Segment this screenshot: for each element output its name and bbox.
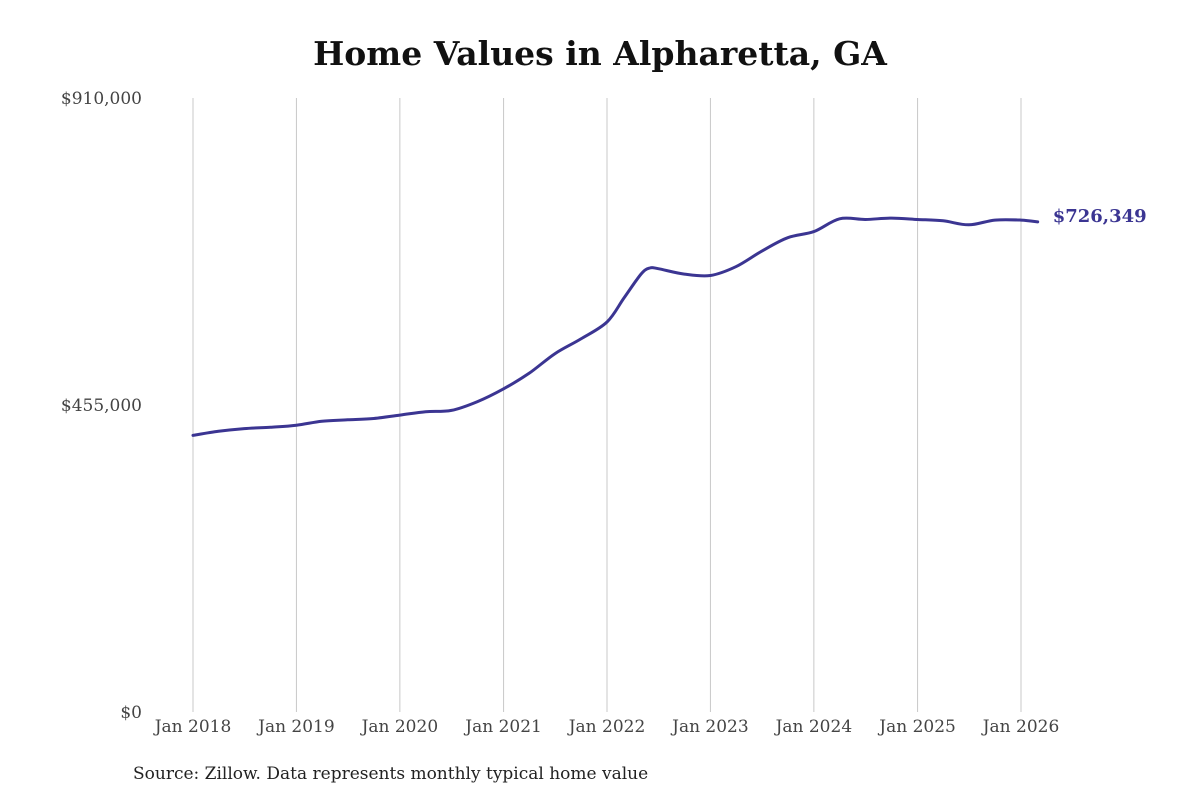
x-tick-label: Jan 2023	[670, 717, 749, 737]
x-tick-label: Jan 2024	[774, 717, 853, 737]
x-tick-label: Jan 2025	[877, 717, 956, 737]
y-tick-label: $455,000	[61, 396, 142, 416]
y-tick-label: $910,000	[61, 89, 142, 109]
x-tick-label: Jan 2018	[153, 717, 232, 737]
y-tick-labels: $0 $455,000 $910,000	[61, 89, 142, 723]
x-tick-label: Jan 2021	[463, 717, 542, 737]
x-tick-labels: Jan 2018 Jan 2019 Jan 2020 Jan 2021 Jan 2022…	[153, 717, 1060, 737]
x-tick-label: Jan 2026	[981, 717, 1060, 737]
x-tick-label: Jan 2019	[256, 717, 335, 737]
chart-title: Home Values in Alpharetta, GA	[313, 34, 887, 73]
series-layer: $726,349	[191, 206, 1147, 437]
x-tick-label: Jan 2022	[567, 717, 646, 737]
source-note: Source: Zillow. Data represents monthly …	[133, 764, 649, 784]
y-tick-label: $0	[120, 703, 142, 723]
home-values-chart: $0$455,000$910,000 Jan 2018 Jan 2019 Jan 2…	[61, 89, 1147, 737]
series-line	[191, 216, 1040, 437]
x-gridlines	[192, 98, 1022, 712]
x-tick-label: Jan 2020	[360, 717, 439, 737]
end-value-label: $726,349	[1053, 206, 1147, 227]
